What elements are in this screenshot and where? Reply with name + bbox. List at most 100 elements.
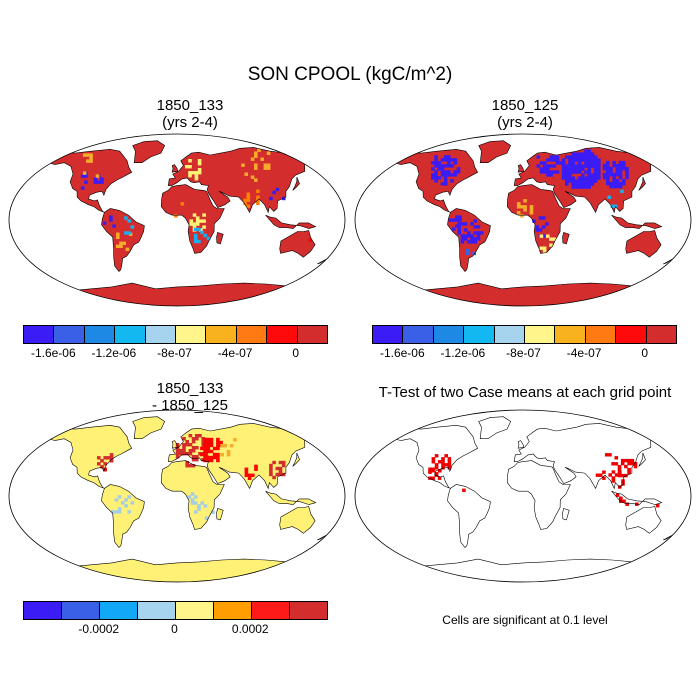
coastline-uk [171,164,179,173]
significance-note: Cells are significant at 0.1 level [442,613,608,627]
land-antarctica [44,559,310,582]
land-greenland [132,416,165,439]
coastline-japan [638,452,646,467]
colorbar-swatch [494,326,526,343]
colorbar-tick-label: -8e-07 [506,346,541,360]
colorbar-tick-label: 0 [641,346,649,360]
land-uk [172,164,178,173]
coastline-indonesia [265,214,317,229]
colorbar-panel-1 [23,325,328,344]
coastline-madagascar [562,508,570,521]
coastline-new-zealand [663,532,678,541]
land-madagascar [562,232,570,244]
land-antarctica [44,283,310,306]
coastline-north-america [394,424,479,489]
colorbar-panel-2 [372,325,677,344]
coastline-new-zealand [663,256,678,265]
colorbar-swatch [585,326,617,343]
colorbar-swatch [403,326,434,343]
land-south-america [101,484,145,548]
coastline-uk [517,440,525,449]
colorbar-tick-label: -0.0002 [78,622,120,636]
map-panel-ttest [354,409,692,583]
coastline-japan [638,176,646,191]
colorbar-swatch [84,326,116,343]
colorbar-tick-label: -4e-07 [217,346,253,360]
land-australia [625,506,662,534]
colorbar-swatch [176,326,207,343]
panel-2-title-line2: (yrs 2-4) [497,114,553,131]
land-south-america [447,208,491,272]
colorbar-tick-label: -1.2e-06 [91,346,137,360]
land-australia [625,230,662,258]
coastline-new-zealand [317,256,332,265]
panel-2-title-line1: 1850_125 [491,97,559,114]
land-indonesia [265,215,316,229]
land-north-america [48,425,132,489]
map-panel-1850-133 [8,133,346,307]
colorbar-swatch [138,602,176,619]
coastline-uk [171,440,179,449]
colorbar-swatch [646,326,677,343]
colorbar-swatch [267,326,298,343]
colorbar-swatch [525,326,556,343]
panel-4-title: T-Test of two Case means at each grid po… [350,384,700,401]
coastline-madagascar [562,232,570,245]
coastline-indonesia [611,490,663,505]
panel-1-title-line2: (yrs 2-4) [162,114,218,131]
colorbar-swatch [214,602,252,619]
colorbar-swatch [24,326,55,343]
panel-3-title-line1: 1850_133 [156,380,224,397]
land-antarctica [390,283,656,306]
figure-title: SON CPOOL (kgC/m^2) [247,64,453,85]
panel-2-title: 1850_125 (yrs 2-4) [360,97,690,131]
coastline-australia [279,506,316,534]
coastline-north-america [394,148,479,213]
land-north-america [48,149,132,213]
colorbar-swatch [24,602,62,619]
coastline-eurasia [167,147,315,214]
land-greenland [478,140,511,163]
coastline-madagascar [216,508,224,521]
coastline-south-america [101,208,145,273]
coastline-indonesia [265,490,317,505]
land-madagascar [216,232,224,244]
land-south-america [447,484,491,548]
colorbar-tick-label: 0 [171,622,178,636]
land-australia [279,230,316,258]
coastline-eurasia [513,147,661,214]
colorbar-swatch [373,326,404,343]
land-africa [507,460,571,530]
colorbar-swatch [62,602,100,619]
colorbar-swatch [206,326,237,343]
coastline-indonesia [611,214,663,229]
colorbar-swatch [555,326,586,343]
colorbar-tick-label: -1.6e-06 [30,346,76,360]
panel-4-title-line1: T-Test of two Case means at each grid po… [378,384,672,401]
coastline-south-america [447,484,491,549]
map-panel-difference [8,409,346,583]
colorbar-swatch [290,602,327,619]
land-madagascar [216,508,224,520]
coastline-africa [506,184,571,254]
coastline-japan [292,452,300,467]
colorbar-swatch [616,326,647,343]
map-frame [8,409,346,583]
coastline-africa [160,460,225,530]
coastline-australia [279,230,316,258]
colorbar-tick-label: -1.6e-06 [379,346,425,360]
colorbar-tick-label: -8e-07 [157,346,192,360]
coastline-africa [160,184,225,254]
colorbar-swatch [176,602,214,619]
coastline-south-america [101,484,145,549]
coastline-eurasia [513,423,661,490]
colorbar-tick-label: 0 [292,346,300,360]
colorbar-swatch [100,602,138,619]
land-south-america [101,208,145,272]
land-indonesia [265,491,316,505]
colorbar-swatch [433,326,465,343]
colorbar-panel-3 [23,601,328,620]
coastline-australia [625,506,662,534]
colorbar-swatch [54,326,85,343]
coastline-south-america [447,208,491,273]
